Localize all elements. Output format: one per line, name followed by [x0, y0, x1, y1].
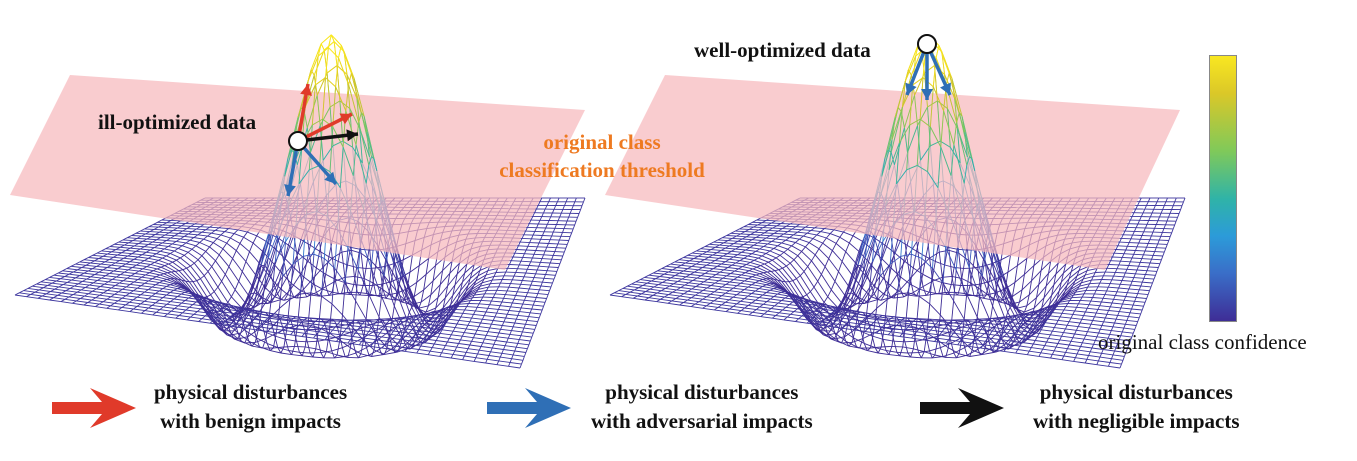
- threshold-plane: [605, 75, 1180, 270]
- legend-adversarial-line2: with adversarial impacts: [591, 409, 813, 433]
- threshold-plane: [10, 75, 585, 270]
- well-optimized-point: [917, 34, 937, 54]
- benign-arrow-icon: [297, 112, 353, 143]
- red-arrow-icon: [52, 388, 136, 428]
- legend-negligible-line2: with negligible impacts: [1033, 409, 1240, 433]
- threshold-label: original class classification threshold: [477, 128, 727, 184]
- threshold-label-line2: classification threshold: [499, 158, 705, 182]
- legend-adversarial-line1: physical disturbances: [605, 380, 799, 404]
- threshold-label-line1: original class: [543, 130, 661, 154]
- ill-optimized-point: [288, 131, 308, 151]
- legend-benign-line2: with benign impacts: [160, 409, 341, 433]
- colorbar: [1209, 55, 1237, 322]
- legend-benign-text: physical disturbances with benign impact…: [154, 378, 347, 436]
- peak-mesh-lines: [881, 34, 976, 189]
- colorbar-label: original class confidence: [1098, 330, 1307, 354]
- legend-benign-line1: physical disturbances: [154, 380, 348, 404]
- blue-arrow-icon: [487, 388, 571, 428]
- left-surface-plot: [10, 34, 586, 369]
- legend-adversarial-text: physical disturbances with adversarial i…: [591, 378, 813, 436]
- legend-negligible-line1: physical disturbances: [1039, 380, 1233, 404]
- ill-optimized-label: ill-optimized data: [98, 110, 257, 134]
- legend-negligible-text: physical disturbances with negligible im…: [1033, 378, 1240, 436]
- negligible-arrow-icon: [297, 129, 359, 143]
- well-optimized-label: well-optimized data: [694, 38, 871, 62]
- black-arrow-icon: [920, 388, 1004, 428]
- right-surface-plot: [605, 34, 1186, 369]
